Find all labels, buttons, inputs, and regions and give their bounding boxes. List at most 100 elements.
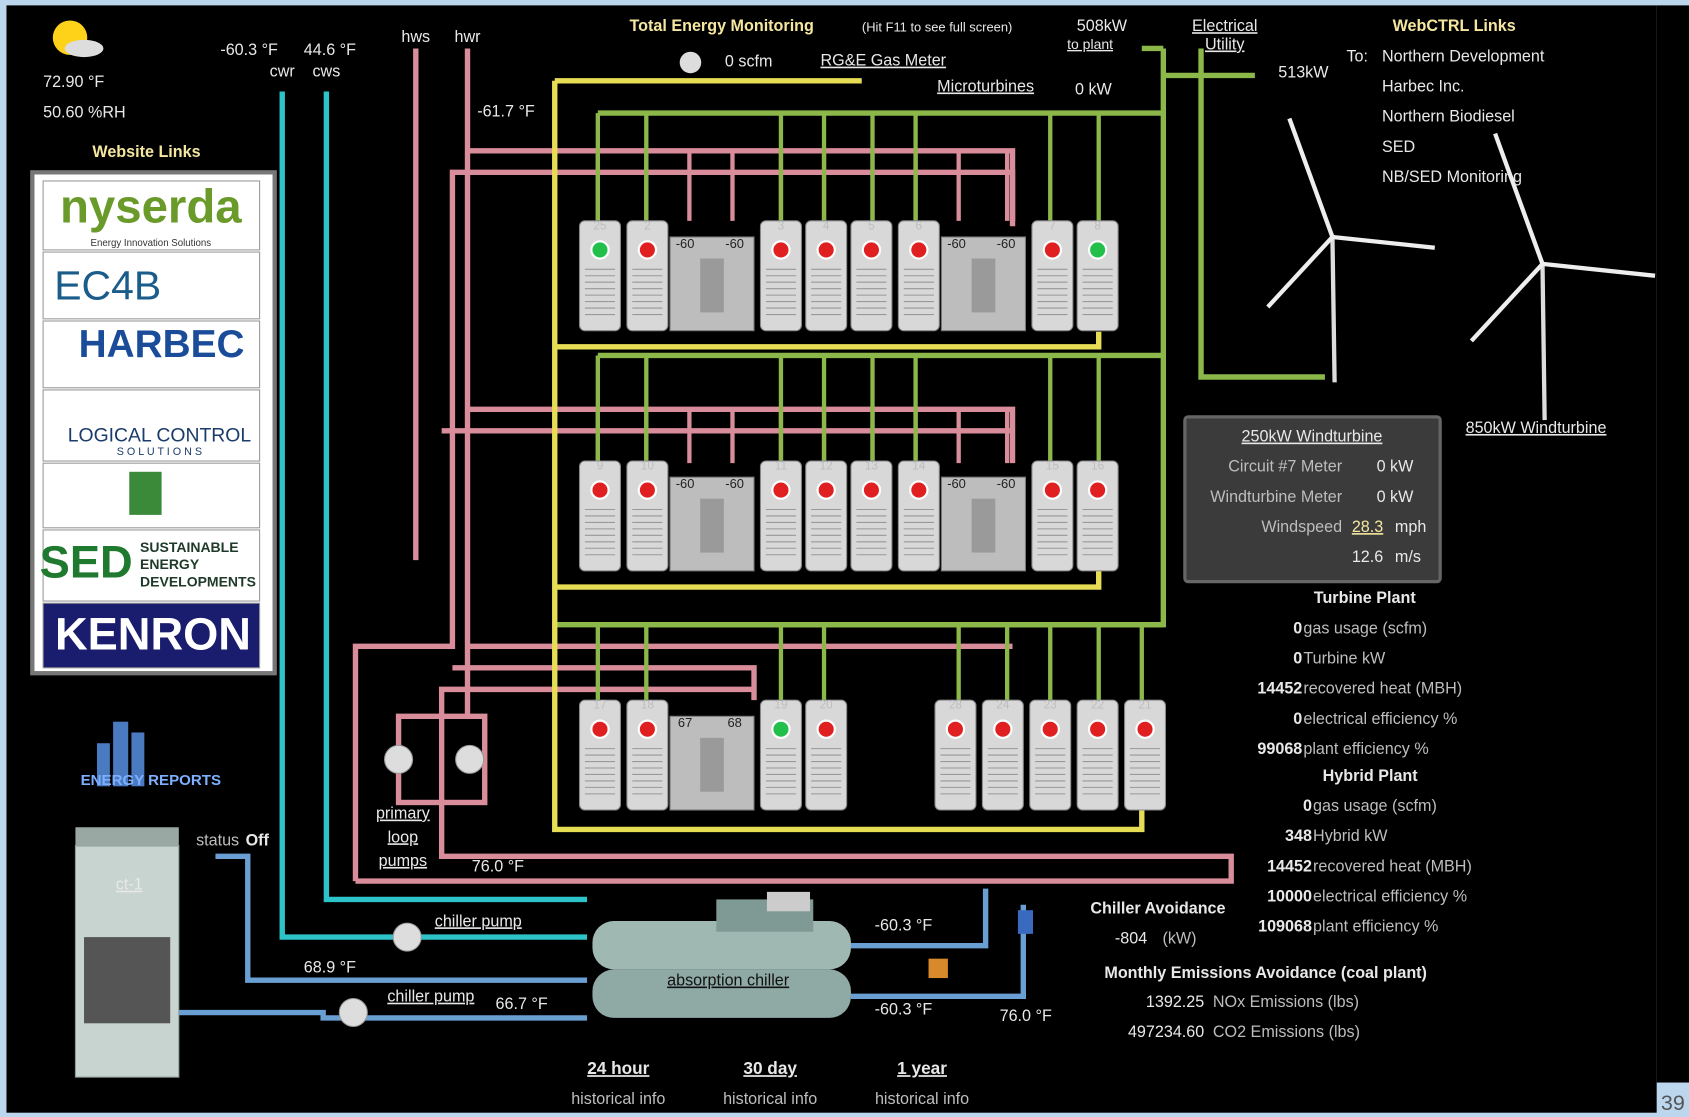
link[interactable]: absorption chiller — [667, 972, 790, 990]
link[interactable]: Utility — [1205, 36, 1245, 54]
label: -60.3 °F — [875, 1001, 933, 1019]
link[interactable]: 850kW Windturbine — [1466, 419, 1607, 437]
logo[interactable] — [42, 389, 261, 462]
turbine-blade — [1332, 234, 1436, 250]
link[interactable]: RG&E Gas Meter — [820, 52, 946, 70]
logo-text: LOGICAL CONTROL — [68, 424, 252, 446]
building-icon — [96, 743, 110, 787]
label: To: — [1346, 47, 1368, 65]
logo[interactable] — [42, 180, 261, 251]
link[interactable]: Northern Biodiesel — [1382, 108, 1515, 126]
link[interactable]: SED — [1382, 138, 1415, 156]
status-led — [771, 719, 791, 739]
value: 14452 — [1267, 857, 1312, 875]
unit-id: 28 — [949, 698, 963, 712]
hx-body — [700, 258, 724, 313]
logo-text: Energy Innovation Solutions — [90, 238, 211, 249]
label: -60.3 °F — [875, 917, 933, 935]
link[interactable]: 250kW Windturbine — [1242, 428, 1383, 446]
logo[interactable] — [42, 602, 261, 669]
hx-temp: -60 — [676, 476, 695, 491]
pump — [384, 744, 414, 774]
link[interactable]: NB/SED Monitoring — [1382, 168, 1522, 186]
status-led — [816, 240, 836, 260]
link[interactable]: ct-1 — [116, 876, 143, 894]
chiller-panel — [766, 891, 811, 912]
label: 50.60 %RH — [43, 103, 126, 121]
link[interactable]: chiller pump — [387, 988, 474, 1006]
pipe — [323, 91, 588, 903]
status-led — [637, 480, 658, 500]
value: 99068 — [1257, 740, 1302, 758]
link[interactable]: historical info — [875, 1090, 969, 1108]
logo[interactable] — [42, 529, 261, 602]
link[interactable]: 30 day — [743, 1058, 797, 1078]
link[interactable]: primary — [376, 805, 431, 823]
equipment — [30, 20, 1656, 1078]
label: gas usage (scfm) — [1303, 619, 1427, 637]
turbine-tower — [1330, 236, 1337, 383]
link[interactable]: to plant — [1067, 36, 1113, 52]
unit-id: 25 — [593, 218, 607, 232]
hx-body — [700, 498, 724, 553]
label: CO2 Emissions (lbs) — [1213, 1023, 1360, 1041]
label: mph — [1395, 518, 1426, 536]
pipe — [554, 331, 1102, 350]
pipes — [172, 45, 1325, 1021]
turbine-blade — [1493, 132, 1545, 265]
hx-temp: -60 — [676, 236, 695, 251]
pipe — [355, 686, 1234, 884]
label: -60.3 °F — [220, 41, 278, 59]
label: hws — [401, 28, 430, 46]
status-led — [771, 240, 791, 260]
chiller-shell — [592, 920, 851, 970]
tower-fan — [75, 827, 179, 847]
unit-id: 8 — [1094, 218, 1101, 232]
logo-text: EC4B — [54, 262, 161, 308]
pump — [338, 997, 368, 1028]
link[interactable]: Electrical — [1192, 17, 1257, 35]
hx-temp: -60 — [947, 476, 966, 491]
label: -61.7 °F — [477, 102, 535, 120]
page-number: 39 — [1661, 1091, 1685, 1115]
logo[interactable] — [42, 320, 261, 389]
link[interactable]: Microturbines — [937, 78, 1034, 96]
label: gas usage (scfm) — [1313, 797, 1437, 815]
label: recovered heat (MBH) — [1303, 680, 1462, 698]
link[interactable]: historical info — [571, 1090, 665, 1108]
link[interactable]: Harbec Inc. — [1382, 78, 1465, 96]
value: 0 — [1293, 710, 1302, 728]
logo-icon — [129, 471, 162, 515]
link[interactable]: loop — [388, 828, 419, 846]
status-led — [816, 719, 836, 739]
pipe — [279, 91, 588, 940]
unit-id: 20 — [820, 698, 834, 712]
link[interactable]: pumps — [379, 852, 427, 870]
link[interactable]: 24 hour — [587, 1058, 649, 1078]
unit-id: 19 — [774, 698, 788, 712]
logo[interactable] — [42, 251, 261, 320]
status-led — [590, 240, 610, 260]
section-title: Monthly Emissions Avoidance (coal plant) — [1104, 964, 1427, 982]
link[interactable]: chiller pump — [435, 912, 522, 930]
status-led — [590, 480, 610, 500]
unit-id: 11 — [775, 459, 787, 473]
value: 0 — [1293, 649, 1302, 667]
pump — [455, 744, 485, 774]
logo-text: ENERGY REPORTS — [81, 772, 221, 789]
link[interactable]: historical info — [723, 1090, 817, 1108]
label: 72.90 °F — [43, 73, 104, 91]
link[interactable]: Northern Development — [1382, 47, 1545, 65]
label: -804 — [1115, 930, 1147, 948]
pipe — [1198, 48, 1325, 380]
wind-panel — [1183, 415, 1442, 584]
unit-id: 9 — [597, 459, 604, 473]
label: plant efficiency % — [1303, 740, 1428, 758]
label: hwr — [454, 28, 481, 46]
hx-temp: -60 — [725, 236, 744, 251]
label: electrical efficiency % — [1303, 710, 1457, 728]
logo-text: KENRON — [55, 609, 251, 660]
status-led — [1042, 480, 1063, 500]
hx-temp: -60 — [947, 236, 966, 251]
link[interactable]: 1 year — [897, 1058, 947, 1078]
